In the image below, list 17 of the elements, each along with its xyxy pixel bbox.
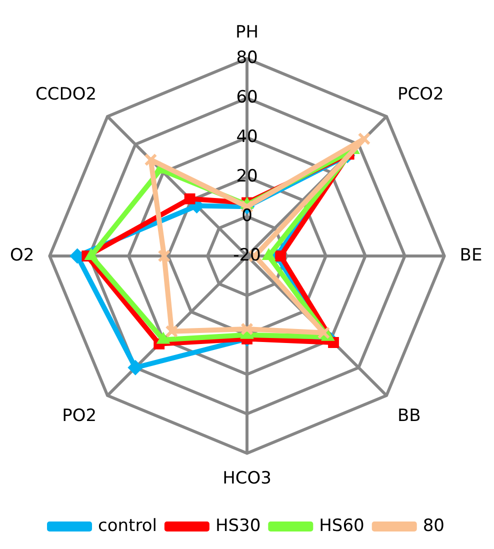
spoke-label: PO2 xyxy=(62,406,97,426)
y-tick-label: -20 xyxy=(233,245,261,266)
spoke-label: O2 xyxy=(10,245,34,266)
spoke-label: BB xyxy=(397,406,421,426)
y-tick-label: 40 xyxy=(236,127,258,148)
spoke-label: CCDO2 xyxy=(35,84,97,105)
spoke-label: PCO2 xyxy=(397,84,444,105)
legend-label: 80 xyxy=(422,516,444,536)
spoke-label: BE xyxy=(460,245,482,266)
y-tick-label: 80 xyxy=(236,48,258,68)
legend-label: control xyxy=(98,516,157,536)
y-tick-label: 20 xyxy=(236,166,258,186)
y-tick-label: 60 xyxy=(236,88,258,108)
legend-label: HS30 xyxy=(215,516,261,536)
spoke-label: PH xyxy=(235,22,259,42)
legend-label: HS60 xyxy=(319,516,364,536)
spoke-label: HCO3 xyxy=(222,468,272,488)
